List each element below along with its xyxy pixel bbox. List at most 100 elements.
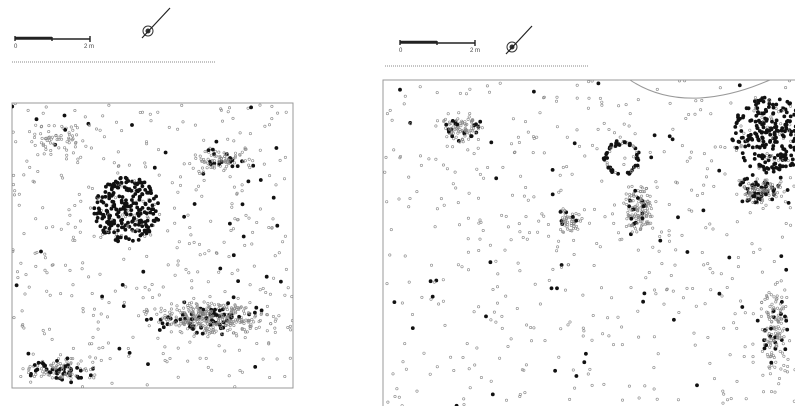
find-dot [52, 124, 56, 128]
find-dot [253, 364, 258, 369]
find-dot [736, 265, 740, 269]
find-dot [476, 127, 480, 131]
find-dot [120, 225, 124, 230]
find-dot [13, 103, 17, 106]
find-dot [779, 194, 783, 198]
find-dot [785, 370, 789, 374]
find-dot [632, 192, 636, 196]
find-dot [111, 204, 116, 209]
find-dot [513, 150, 517, 154]
find-dot [214, 313, 219, 317]
find-dot [629, 232, 633, 237]
find-dot [466, 250, 470, 254]
find-dot [723, 172, 727, 176]
find-dot [223, 349, 227, 353]
find-dot [610, 296, 614, 300]
find-dot [206, 335, 210, 339]
find-dot [602, 121, 606, 125]
find-dot [254, 305, 259, 310]
find-dot [122, 185, 127, 190]
find-dot [460, 265, 464, 269]
north-arrow [141, 7, 171, 39]
find-dot [765, 187, 769, 191]
find-dot [36, 364, 40, 368]
find-dot [65, 148, 69, 152]
find-dot [286, 286, 290, 290]
find-dot [106, 230, 110, 234]
find-dot [622, 122, 626, 126]
find-dot [290, 295, 293, 299]
find-dot [572, 238, 576, 242]
find-dot [137, 208, 141, 213]
find-dot [92, 376, 96, 380]
find-dot [240, 150, 244, 154]
find-dot [651, 226, 655, 230]
find-dot [265, 329, 269, 333]
find-dot [182, 162, 186, 166]
find-dot [588, 367, 592, 371]
find-dot [773, 365, 777, 369]
find-dot [73, 204, 77, 208]
find-dot [209, 153, 213, 157]
find-dot [68, 372, 72, 376]
find-dot [566, 227, 570, 231]
find-dot [693, 112, 697, 116]
find-dot [36, 170, 40, 174]
find-dot [232, 323, 236, 327]
find-dot [60, 367, 64, 371]
find-dot [635, 208, 639, 212]
find-dot [463, 122, 467, 126]
find-dot [729, 397, 733, 401]
find-dot [704, 175, 708, 179]
find-dot [33, 368, 38, 373]
find-dot [736, 113, 740, 118]
find-dot [769, 390, 773, 394]
find-dot [776, 335, 780, 339]
find-dot [127, 187, 132, 192]
find-dot [576, 227, 580, 231]
find-dot [605, 150, 609, 155]
find-dot [751, 355, 755, 359]
find-dot [448, 127, 452, 131]
find-dot [765, 326, 769, 330]
find-dot [57, 146, 61, 150]
find-dot [746, 106, 751, 111]
find-dot [182, 322, 186, 326]
find-dot [641, 190, 645, 194]
find-dot [58, 353, 62, 357]
find-dot [93, 307, 97, 311]
find-dot [127, 163, 131, 167]
find-dot [207, 249, 211, 253]
find-dot [775, 344, 779, 348]
find-dot [240, 202, 245, 207]
find-dot [239, 306, 243, 310]
find-dot [775, 342, 779, 346]
find-dot [442, 203, 446, 207]
find-dot [456, 126, 460, 130]
find-dot [721, 401, 725, 405]
find-dot [559, 228, 563, 232]
find-dot [762, 154, 766, 159]
find-dot [104, 184, 108, 189]
find-dot [235, 164, 240, 169]
find-dot [34, 217, 38, 221]
find-dot [228, 327, 232, 331]
find-dot [12, 248, 15, 252]
find-dot [20, 309, 24, 313]
find-dot [781, 109, 785, 113]
find-dot [766, 315, 770, 319]
find-dot [203, 252, 207, 256]
find-dot [116, 171, 120, 175]
find-dot [777, 183, 781, 187]
find-dot [190, 306, 194, 310]
find-dot [749, 136, 754, 141]
find-dot [75, 133, 79, 137]
find-dot [437, 302, 441, 306]
find-dot [430, 294, 435, 299]
find-dot [251, 159, 255, 163]
find-dot [763, 329, 767, 333]
find-dot [526, 198, 530, 202]
find-dot [178, 317, 183, 322]
find-dot [270, 226, 274, 230]
find-dot [147, 288, 151, 292]
